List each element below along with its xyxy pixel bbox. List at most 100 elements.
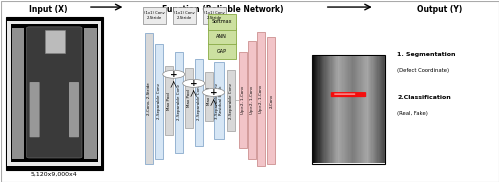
Text: GAP: GAP bbox=[216, 49, 226, 54]
Text: (1x1) Conv
2-Stride: (1x1) Conv 2-Stride bbox=[204, 11, 225, 20]
FancyBboxPatch shape bbox=[155, 44, 162, 159]
Circle shape bbox=[182, 79, 204, 87]
FancyBboxPatch shape bbox=[360, 56, 362, 163]
FancyBboxPatch shape bbox=[366, 56, 368, 163]
FancyBboxPatch shape bbox=[348, 56, 349, 163]
FancyBboxPatch shape bbox=[329, 56, 331, 163]
FancyBboxPatch shape bbox=[382, 56, 384, 163]
Text: ANN: ANN bbox=[216, 34, 227, 39]
Text: 2-Conv: 2-Conv bbox=[270, 94, 274, 108]
Text: 3-Separable Conv
Residual Block: 3-Separable Conv Residual Block bbox=[215, 83, 223, 119]
FancyBboxPatch shape bbox=[208, 14, 236, 30]
FancyBboxPatch shape bbox=[268, 37, 276, 164]
FancyBboxPatch shape bbox=[69, 82, 79, 137]
FancyBboxPatch shape bbox=[312, 56, 314, 163]
FancyBboxPatch shape bbox=[345, 56, 346, 163]
FancyBboxPatch shape bbox=[352, 56, 354, 163]
FancyBboxPatch shape bbox=[330, 56, 332, 163]
FancyBboxPatch shape bbox=[226, 70, 234, 131]
FancyBboxPatch shape bbox=[322, 56, 324, 163]
FancyBboxPatch shape bbox=[378, 56, 380, 163]
FancyBboxPatch shape bbox=[342, 56, 344, 163]
FancyBboxPatch shape bbox=[164, 66, 172, 135]
FancyBboxPatch shape bbox=[348, 56, 350, 163]
FancyBboxPatch shape bbox=[364, 56, 366, 163]
FancyBboxPatch shape bbox=[354, 56, 355, 163]
FancyBboxPatch shape bbox=[358, 56, 360, 163]
FancyBboxPatch shape bbox=[10, 24, 98, 162]
FancyBboxPatch shape bbox=[375, 56, 376, 163]
FancyBboxPatch shape bbox=[380, 56, 382, 163]
FancyBboxPatch shape bbox=[376, 56, 378, 163]
FancyBboxPatch shape bbox=[312, 55, 384, 164]
FancyBboxPatch shape bbox=[172, 8, 196, 24]
FancyBboxPatch shape bbox=[374, 56, 376, 163]
Text: 2-Conv, 2-Stride: 2-Conv, 2-Stride bbox=[148, 82, 152, 115]
Text: Output (Y): Output (Y) bbox=[417, 5, 462, 14]
FancyBboxPatch shape bbox=[336, 56, 338, 163]
FancyBboxPatch shape bbox=[381, 56, 382, 163]
FancyBboxPatch shape bbox=[44, 30, 64, 53]
FancyBboxPatch shape bbox=[143, 8, 166, 24]
FancyBboxPatch shape bbox=[321, 56, 322, 163]
FancyBboxPatch shape bbox=[84, 28, 97, 159]
FancyBboxPatch shape bbox=[351, 56, 352, 163]
FancyBboxPatch shape bbox=[372, 56, 374, 163]
Text: (1x1) Conv
2-Stride: (1x1) Conv 2-Stride bbox=[144, 11, 165, 20]
FancyBboxPatch shape bbox=[314, 56, 316, 163]
FancyBboxPatch shape bbox=[362, 56, 364, 163]
FancyBboxPatch shape bbox=[344, 56, 345, 163]
FancyBboxPatch shape bbox=[333, 56, 334, 163]
Text: 2.Classification: 2.Classification bbox=[397, 95, 451, 100]
FancyBboxPatch shape bbox=[360, 56, 361, 163]
FancyBboxPatch shape bbox=[316, 56, 318, 163]
FancyBboxPatch shape bbox=[26, 27, 82, 158]
FancyBboxPatch shape bbox=[356, 56, 358, 163]
Text: +: + bbox=[210, 88, 218, 97]
FancyBboxPatch shape bbox=[369, 56, 370, 163]
Text: +: + bbox=[170, 70, 177, 79]
FancyBboxPatch shape bbox=[320, 56, 322, 163]
Text: Max Pool: Max Pool bbox=[166, 92, 170, 109]
FancyBboxPatch shape bbox=[6, 17, 103, 170]
FancyBboxPatch shape bbox=[341, 56, 343, 163]
FancyBboxPatch shape bbox=[184, 68, 192, 128]
Circle shape bbox=[162, 70, 184, 78]
Text: 2-Separable Conv: 2-Separable Conv bbox=[157, 83, 161, 119]
FancyBboxPatch shape bbox=[12, 28, 24, 159]
Text: 5,120x9,000x4: 5,120x9,000x4 bbox=[31, 172, 78, 177]
FancyBboxPatch shape bbox=[248, 41, 256, 159]
FancyBboxPatch shape bbox=[238, 52, 246, 148]
Circle shape bbox=[202, 88, 224, 96]
Text: 1. Segmentation: 1. Segmentation bbox=[397, 52, 456, 57]
FancyBboxPatch shape bbox=[378, 56, 379, 163]
FancyBboxPatch shape bbox=[30, 82, 40, 137]
Text: 2-Separable Conv: 2-Separable Conv bbox=[176, 84, 180, 120]
Text: 2-Separable Conv: 2-Separable Conv bbox=[228, 83, 232, 119]
FancyBboxPatch shape bbox=[354, 56, 356, 163]
Text: Softmax: Softmax bbox=[212, 19, 232, 24]
FancyBboxPatch shape bbox=[346, 56, 348, 163]
FancyBboxPatch shape bbox=[323, 56, 325, 163]
FancyBboxPatch shape bbox=[340, 56, 342, 163]
Text: Function (Reliable Network): Function (Reliable Network) bbox=[162, 5, 284, 14]
FancyBboxPatch shape bbox=[317, 56, 319, 163]
FancyBboxPatch shape bbox=[194, 59, 202, 146]
Text: Up×2, 1-Conv: Up×2, 1-Conv bbox=[240, 85, 244, 114]
FancyBboxPatch shape bbox=[357, 56, 358, 163]
FancyBboxPatch shape bbox=[174, 52, 182, 153]
FancyBboxPatch shape bbox=[204, 72, 212, 121]
Text: 2-Separable Conv: 2-Separable Conv bbox=[196, 84, 200, 120]
FancyBboxPatch shape bbox=[372, 56, 373, 163]
FancyBboxPatch shape bbox=[335, 56, 337, 163]
FancyBboxPatch shape bbox=[202, 8, 226, 24]
Text: Up×2, 1-Conv: Up×2, 1-Conv bbox=[260, 85, 264, 113]
Text: (1x1) Conv
2-Stride: (1x1) Conv 2-Stride bbox=[174, 11, 195, 20]
FancyBboxPatch shape bbox=[368, 56, 370, 163]
FancyBboxPatch shape bbox=[338, 56, 340, 163]
Text: (Defect Coordinate): (Defect Coordinate) bbox=[397, 68, 449, 73]
Text: +: + bbox=[190, 79, 198, 88]
FancyBboxPatch shape bbox=[334, 56, 336, 163]
FancyBboxPatch shape bbox=[214, 62, 224, 139]
FancyBboxPatch shape bbox=[328, 56, 330, 163]
